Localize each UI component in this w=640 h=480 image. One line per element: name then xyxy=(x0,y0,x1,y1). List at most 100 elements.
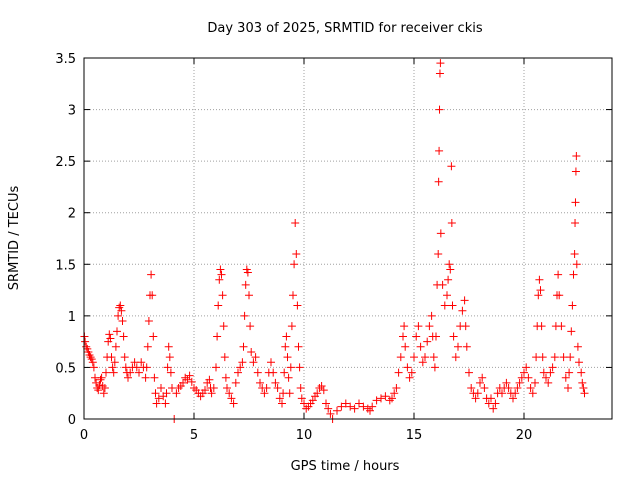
data-point xyxy=(152,399,161,408)
data-point xyxy=(236,363,245,372)
data-point xyxy=(448,301,457,310)
data-point xyxy=(275,394,284,403)
data-point xyxy=(120,353,129,362)
y-axis-label: SRMTID / TECUs xyxy=(7,186,22,291)
data-point xyxy=(322,399,330,408)
data-point xyxy=(372,396,381,405)
data-point xyxy=(350,404,359,413)
data-point xyxy=(220,353,229,362)
data-point xyxy=(414,322,423,331)
y-tick-label: 2 xyxy=(68,207,76,222)
data-point xyxy=(273,384,282,393)
data-points xyxy=(80,59,589,423)
data-point xyxy=(451,353,460,362)
y-tick-label: 1 xyxy=(68,310,76,325)
data-point xyxy=(555,291,564,300)
data-point xyxy=(454,342,462,351)
data-point xyxy=(435,105,444,114)
data-point xyxy=(478,373,487,382)
data-point xyxy=(289,291,297,300)
y-tick-label: 1.5 xyxy=(55,258,76,273)
data-point xyxy=(377,394,385,403)
data-point xyxy=(476,378,484,387)
data-point xyxy=(400,322,409,331)
data-point xyxy=(410,353,418,362)
data-point xyxy=(537,322,546,331)
data-point xyxy=(577,368,586,377)
data-point xyxy=(105,330,114,339)
data-point xyxy=(542,373,550,382)
data-point xyxy=(399,332,407,341)
data-point xyxy=(440,301,449,310)
grid-lines xyxy=(84,58,612,419)
data-point xyxy=(524,373,533,382)
y-tick-label: 0.5 xyxy=(55,361,76,376)
data-point xyxy=(113,327,121,336)
data-point xyxy=(212,363,220,372)
data-point xyxy=(149,332,158,341)
data-point xyxy=(205,375,214,384)
data-point xyxy=(421,353,429,362)
data-point xyxy=(434,249,443,258)
x-tick-label: 20 xyxy=(516,428,533,443)
data-point xyxy=(392,384,401,393)
data-point xyxy=(283,353,292,362)
data-point xyxy=(225,389,234,398)
data-point xyxy=(333,406,341,415)
data-point xyxy=(388,394,396,403)
data-point xyxy=(238,358,247,367)
data-point xyxy=(216,265,225,274)
data-point xyxy=(407,368,416,377)
data-point xyxy=(430,363,439,372)
data-point xyxy=(295,363,304,372)
data-point xyxy=(219,322,228,331)
data-point xyxy=(144,317,153,326)
data-point xyxy=(447,219,456,228)
data-point xyxy=(368,402,377,411)
data-point xyxy=(578,378,587,387)
data-point xyxy=(118,317,127,326)
data-point xyxy=(124,373,132,382)
data-point xyxy=(566,353,575,362)
data-point xyxy=(154,394,163,403)
data-point xyxy=(579,384,588,393)
data-point xyxy=(262,384,271,393)
data-point xyxy=(416,342,425,351)
data-point xyxy=(185,371,194,380)
data-point xyxy=(548,363,557,372)
data-point xyxy=(396,353,405,362)
data-point xyxy=(269,368,278,377)
data-point xyxy=(504,384,513,393)
data-point xyxy=(445,260,454,269)
data-point xyxy=(341,399,350,408)
data-point xyxy=(461,322,470,331)
data-point xyxy=(531,378,539,387)
data-point xyxy=(227,394,236,403)
data-point xyxy=(282,332,291,341)
y-tick-label: 0 xyxy=(68,413,76,428)
data-point xyxy=(151,389,160,398)
data-point xyxy=(491,399,500,408)
data-point xyxy=(498,389,506,398)
data-point xyxy=(528,389,537,398)
data-point xyxy=(308,396,317,405)
data-point xyxy=(231,378,240,387)
data-point xyxy=(162,389,171,398)
data-point xyxy=(256,378,264,387)
data-point xyxy=(359,402,368,411)
data-point xyxy=(436,229,445,238)
data-point xyxy=(467,384,476,393)
data-point xyxy=(292,249,301,258)
x-tick-label: 15 xyxy=(406,428,423,443)
data-point xyxy=(436,59,445,68)
data-point xyxy=(243,268,252,277)
data-point xyxy=(166,368,175,377)
axis-ticks: 0 5 10 15 20 0 0.5 1 1.5 2 2.5 3 3.5 xyxy=(55,52,612,443)
data-point xyxy=(150,373,159,382)
data-point xyxy=(571,167,580,176)
data-point xyxy=(215,275,224,284)
data-point xyxy=(209,384,218,393)
data-point xyxy=(126,368,135,377)
data-point xyxy=(432,332,440,341)
data-point xyxy=(147,270,156,279)
